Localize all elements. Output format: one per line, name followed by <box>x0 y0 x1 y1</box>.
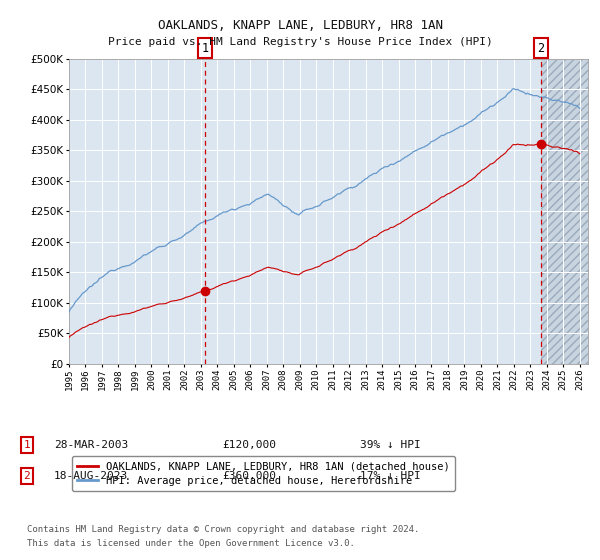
Legend: OAKLANDS, KNAPP LANE, LEDBURY, HR8 1AN (detached house), HPI: Average price, det: OAKLANDS, KNAPP LANE, LEDBURY, HR8 1AN (… <box>71 456 455 491</box>
Text: Contains HM Land Registry data © Crown copyright and database right 2024.: Contains HM Land Registry data © Crown c… <box>27 525 419 534</box>
Text: 39% ↓ HPI: 39% ↓ HPI <box>360 440 421 450</box>
Text: 18-AUG-2023: 18-AUG-2023 <box>54 471 128 481</box>
Text: 1: 1 <box>201 41 208 55</box>
Bar <box>541 59 588 364</box>
Text: This data is licensed under the Open Government Licence v3.0.: This data is licensed under the Open Gov… <box>27 539 355 548</box>
Bar <box>541 59 588 364</box>
Text: Price paid vs. HM Land Registry's House Price Index (HPI): Price paid vs. HM Land Registry's House … <box>107 37 493 47</box>
Text: £120,000: £120,000 <box>222 440 276 450</box>
Text: OAKLANDS, KNAPP LANE, LEDBURY, HR8 1AN: OAKLANDS, KNAPP LANE, LEDBURY, HR8 1AN <box>157 18 443 32</box>
Text: 2: 2 <box>537 41 544 55</box>
Text: 1: 1 <box>23 440 31 450</box>
Text: £360,000: £360,000 <box>222 471 276 481</box>
Text: 17% ↓ HPI: 17% ↓ HPI <box>360 471 421 481</box>
Text: 2: 2 <box>23 471 31 481</box>
Text: 28-MAR-2003: 28-MAR-2003 <box>54 440 128 450</box>
